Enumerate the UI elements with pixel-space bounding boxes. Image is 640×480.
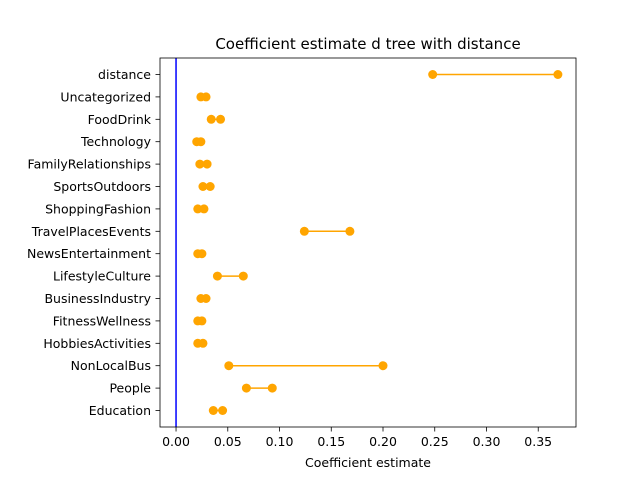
interval-point-high — [196, 137, 206, 147]
plot-area: 0.00 0.05 0.10 0.15 0.20 0.25 0.30 0.35 distance… — [27, 57, 577, 449]
y-tick-label: SportsOutdoors — [53, 179, 151, 194]
interval-point-high — [553, 70, 563, 79]
y-tick-label: Uncategorized — [60, 89, 151, 104]
x-tick-label: 0.30 — [473, 434, 501, 449]
axes-frame — [159, 57, 577, 428]
interval-point-high — [378, 361, 388, 371]
y-tick-label: BusinessIndustry — [44, 291, 151, 306]
y-tick-label: Education — [89, 403, 151, 418]
interval-point-high — [205, 182, 215, 191]
interval-point-low — [206, 114, 216, 124]
x-tick-label: 0.15 — [317, 434, 345, 449]
x-tick-label: 0.25 — [421, 434, 449, 449]
y-tick-label: NewsEntertainment — [27, 246, 151, 261]
interval-point-high — [267, 383, 277, 393]
y-tick-label: NonLocalBus — [71, 358, 151, 373]
chart-title: Coefficient estimate d tree with distanc… — [215, 35, 520, 53]
interval-point-high — [202, 159, 212, 169]
interval-point-low — [198, 182, 208, 191]
interval-point-high — [201, 92, 211, 102]
y-tick-label: LifestyleCulture — [53, 269, 151, 284]
x-tick-label: 0.00 — [162, 434, 190, 449]
interval-point-high — [238, 271, 248, 281]
interval-point-high — [345, 226, 355, 236]
x-tick-label: 0.35 — [524, 434, 552, 449]
y-tick-label: FoodDrink — [88, 112, 152, 127]
y-tick-label: distance — [98, 67, 151, 82]
interval-point-high — [199, 204, 209, 214]
interval-point-high — [198, 338, 208, 348]
interval-point-high — [197, 249, 207, 259]
interval-point-high — [216, 114, 226, 124]
interval-point-high — [218, 406, 228, 415]
y-tick-label: FamilyRelationships — [28, 157, 151, 172]
interval-point-low — [212, 271, 222, 281]
y-tick-label: People — [109, 381, 151, 396]
y-tick-label: ShoppingFashion — [45, 201, 151, 216]
x-tick-label: 0.10 — [266, 434, 294, 449]
y-tick-label: FitnessWellness — [53, 313, 151, 328]
x-axis-title: Coefficient estimate — [305, 455, 431, 470]
interval-point-high — [197, 316, 207, 326]
x-tick-label: 0.05 — [214, 434, 242, 449]
interval-point-low — [224, 361, 234, 371]
y-tick-label: HobbiesActivities — [43, 336, 151, 351]
interval-point-low — [299, 226, 309, 236]
y-tick-label: TravelPlacesEvents — [31, 224, 151, 239]
interval-point-low — [428, 70, 438, 79]
interval-point-high — [201, 294, 211, 303]
interval-point-low — [193, 204, 203, 214]
interval-point-low — [208, 406, 218, 415]
x-tick-label: 0.20 — [369, 434, 397, 449]
interval-point-low — [195, 159, 205, 169]
interval-point-low — [241, 383, 251, 393]
y-tick-label: Technology — [80, 134, 152, 149]
